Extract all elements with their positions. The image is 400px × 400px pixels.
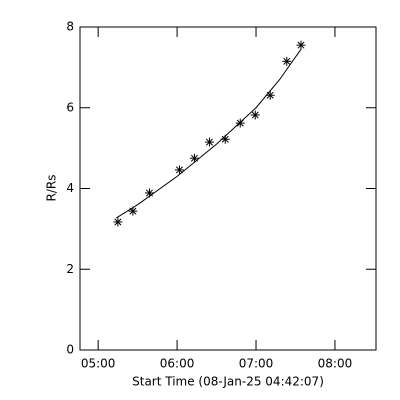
asterisk-stroke <box>205 138 213 146</box>
data-point <box>265 90 275 100</box>
y-tick-label: 8 <box>66 20 74 34</box>
y-tick-label: 6 <box>66 100 74 114</box>
fit-line <box>116 48 302 219</box>
data-point <box>113 217 123 227</box>
asterisk-stroke <box>283 57 291 65</box>
data-point <box>235 118 245 128</box>
asterisk-stroke <box>114 218 122 226</box>
asterisk-stroke <box>251 111 259 119</box>
x-axis-label: Start Time (08-Jan-25 04:42:07) <box>132 375 324 389</box>
data-point <box>174 165 184 175</box>
data-point <box>282 56 292 66</box>
asterisk-stroke <box>175 166 183 174</box>
y-tick-label: 0 <box>66 343 74 357</box>
x-tick-label: 06:00 <box>160 357 195 371</box>
asterisk-stroke <box>236 119 244 127</box>
y-axis-label: R/Rs <box>45 175 59 202</box>
y-tick-label: 2 <box>66 262 74 276</box>
asterisk-stroke <box>129 207 137 215</box>
data-point <box>250 110 260 120</box>
data-point <box>204 137 214 147</box>
data-point <box>220 134 230 144</box>
asterisk-stroke <box>266 91 274 99</box>
x-tick-label: 07:00 <box>239 357 274 371</box>
data-point <box>128 206 138 216</box>
asterisk-stroke <box>221 135 229 143</box>
x-tick-label: 08:00 <box>318 357 353 371</box>
x-tick-label: 05:00 <box>81 357 116 371</box>
y-tick-label: 4 <box>66 181 74 195</box>
data-point <box>144 188 154 198</box>
asterisk-stroke <box>190 154 198 162</box>
asterisk-stroke <box>297 41 305 49</box>
data-point <box>296 40 306 50</box>
data-point <box>189 153 199 163</box>
asterisk-stroke <box>145 189 153 197</box>
plot-frame <box>79 26 377 351</box>
